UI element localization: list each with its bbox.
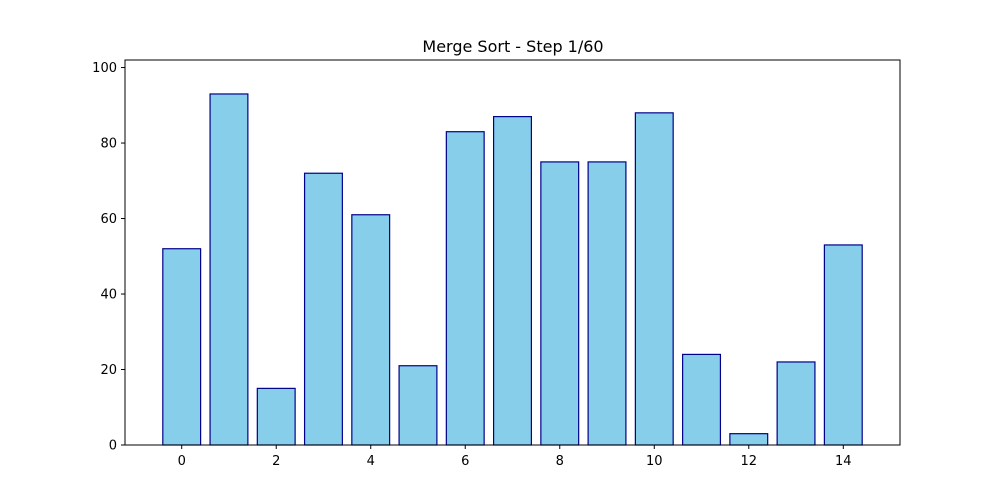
x-tick-label: 10	[646, 454, 663, 469]
chart-title: Merge Sort - Step 1/60	[422, 37, 603, 56]
y-tick-label: 80	[100, 137, 117, 152]
y-tick-label: 40	[100, 288, 117, 303]
x-tick-label: 14	[835, 454, 852, 469]
y-tick-label: 100	[92, 61, 117, 76]
plot-frame	[124, 59, 901, 446]
x-tick-label: 6	[461, 454, 469, 469]
y-tick-label: 20	[100, 363, 117, 378]
bar-10	[634, 112, 674, 446]
x-tick-label: 4	[367, 454, 375, 469]
y-tick-label: 0	[109, 439, 117, 454]
x-tick-label: 12	[741, 454, 758, 469]
x-axis-ticks: 0 2 4 6 8 10 12 14	[178, 445, 852, 469]
bar-7	[492, 116, 533, 446]
bar-14	[823, 244, 863, 446]
y-tick-label: 60	[100, 212, 117, 227]
bar-12	[729, 433, 769, 446]
bar-8	[540, 161, 580, 446]
bar-13	[776, 361, 816, 446]
bars-group	[162, 93, 863, 446]
y-axis-ticks: 0 20 40 60 80 100	[92, 61, 125, 454]
bar-9	[587, 161, 627, 446]
bar-1	[209, 93, 249, 446]
x-tick-label: 2	[272, 454, 280, 469]
bar-6	[445, 131, 485, 446]
bar-4	[351, 214, 391, 446]
bar-11	[682, 353, 722, 446]
bar-2	[256, 387, 296, 446]
bar-0	[162, 248, 202, 446]
bar-5	[398, 365, 438, 446]
x-tick-label: 8	[556, 454, 564, 469]
x-tick-label: 0	[178, 454, 186, 469]
bar-3	[303, 172, 343, 446]
